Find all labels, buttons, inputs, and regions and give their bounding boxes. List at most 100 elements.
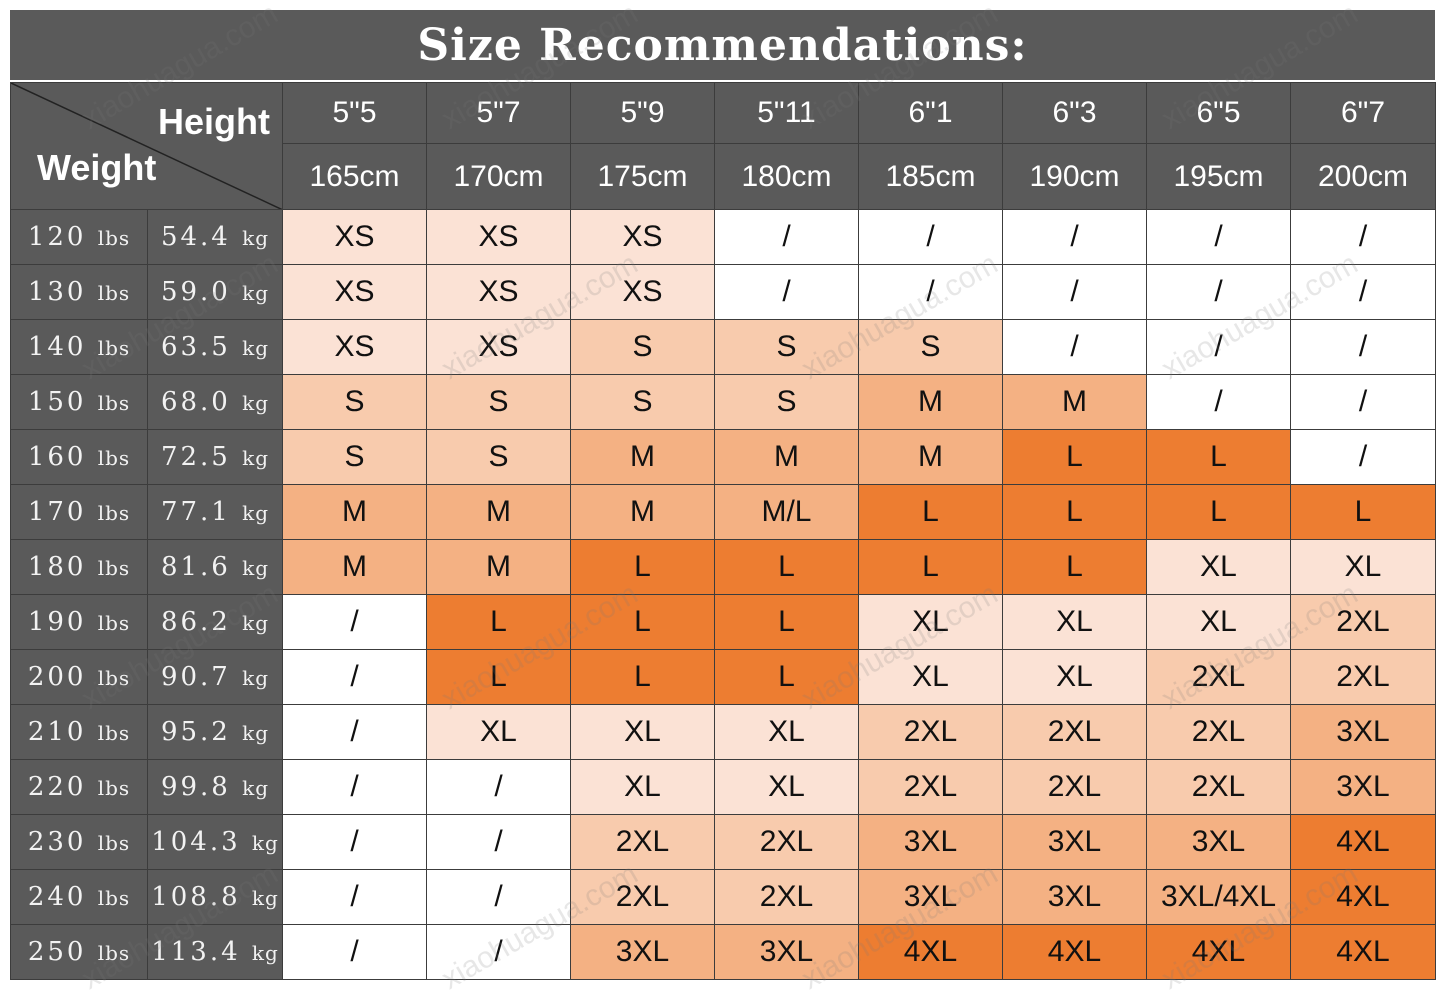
weight-lbs-cell: 220 lbs: [10, 759, 148, 815]
size-cell: XS: [426, 319, 571, 375]
size-cell: M: [282, 539, 427, 595]
kg-unit: kg: [242, 391, 270, 415]
size-cell: XL: [1002, 649, 1147, 705]
weight-lbs-value: 120: [27, 222, 87, 252]
weight-kg-value: 95.2: [160, 717, 231, 747]
size-cell: 2XL: [570, 869, 715, 925]
weight-lbs-value: 190: [27, 607, 87, 637]
weight-lbs-cell: 150 lbs: [10, 374, 148, 430]
weight-kg-value: 54.4: [160, 222, 231, 252]
weight-kg-value: 86.2: [160, 607, 231, 637]
weight-kg-value: 99.8: [160, 772, 231, 802]
weight-kg-cell: 113.4 kg: [147, 924, 283, 980]
size-cell: L: [570, 594, 715, 650]
size-cell: 4XL: [1290, 924, 1436, 980]
weight-kg-cell: 108.8 kg: [147, 869, 283, 925]
size-cell: 3XL: [714, 924, 859, 980]
size-cell: XS: [570, 209, 715, 265]
lbs-unit: lbs: [97, 391, 131, 415]
lbs-unit: lbs: [97, 501, 131, 525]
size-cell: L: [1002, 484, 1147, 540]
height-cm-header: 180cm: [714, 143, 859, 210]
size-cell: /: [1290, 319, 1436, 375]
size-cell: /: [282, 649, 427, 705]
weight-kg-cell: 77.1 kg: [147, 484, 283, 540]
lbs-unit: lbs: [97, 721, 131, 745]
weight-kg-value: 81.6: [160, 552, 231, 582]
weight-kg-cell: 72.5 kg: [147, 429, 283, 485]
size-cell: /: [1146, 209, 1291, 265]
size-cell: S: [714, 374, 859, 430]
size-cell: /: [858, 209, 1003, 265]
size-cell: S: [282, 429, 427, 485]
size-cell: XS: [282, 264, 427, 320]
height-ft-header: 6"1: [858, 82, 1003, 144]
weight-lbs-value: 150: [27, 387, 87, 417]
size-cell: /: [282, 594, 427, 650]
weight-kg-value: 113.4: [151, 937, 241, 967]
size-cell: 3XL/4XL: [1146, 869, 1291, 925]
size-cell: /: [1002, 209, 1147, 265]
size-cell: XL: [1146, 539, 1291, 595]
height-ft-header: 6"3: [1002, 82, 1147, 144]
size-cell: 3XL: [1290, 759, 1436, 815]
size-cell: L: [1290, 484, 1436, 540]
size-cell: 3XL: [858, 814, 1003, 870]
weight-row: 180 lbs 81.6 kg M M L L L L XL XL: [10, 539, 1436, 595]
kg-unit: kg: [242, 501, 270, 525]
weight-lbs-cell: 140 lbs: [10, 319, 148, 375]
weight-lbs-value: 180: [27, 552, 87, 582]
size-cell: XS: [426, 264, 571, 320]
size-cell: 3XL: [1002, 814, 1147, 870]
size-cell: M: [714, 429, 859, 485]
size-cell: XL: [570, 759, 715, 815]
size-cell: /: [426, 869, 571, 925]
weight-lbs-cell: 170 lbs: [10, 484, 148, 540]
lbs-unit: lbs: [97, 666, 131, 690]
weight-row: 140 lbs 63.5 kg XS XS S S S / / /: [10, 319, 1436, 375]
kg-unit: kg: [242, 336, 270, 360]
height-cm-header: 190cm: [1002, 143, 1147, 210]
size-cell: /: [1290, 264, 1436, 320]
height-ft-header: 5"9: [570, 82, 715, 144]
height-cm-header: 195cm: [1146, 143, 1291, 210]
size-cell: 2XL: [1290, 649, 1436, 705]
size-cell: 2XL: [1146, 759, 1291, 815]
height-ft-header: 6"7: [1290, 82, 1436, 144]
size-cell: /: [1146, 319, 1291, 375]
size-cell: S: [570, 319, 715, 375]
weight-kg-cell: 54.4 kg: [147, 209, 283, 265]
size-cell: XS: [426, 209, 571, 265]
corner-diagonal: [11, 83, 282, 209]
size-cell: 4XL: [1146, 924, 1291, 980]
size-cell: /: [1146, 374, 1291, 430]
weight-lbs-value: 160: [27, 442, 87, 472]
kg-unit: kg: [242, 556, 270, 580]
size-cell: M/L: [714, 484, 859, 540]
height-label: Height: [158, 101, 270, 142]
size-cell: 2XL: [1002, 759, 1147, 815]
weight-row: 170 lbs 77.1 kg M M M M/L L L L L: [10, 484, 1436, 540]
weight-kg-cell: 81.6 kg: [147, 539, 283, 595]
weight-lbs-cell: 200 lbs: [10, 649, 148, 705]
size-cell: 2XL: [1290, 594, 1436, 650]
weight-row: 130 lbs 59.0 kg XS XS XS / / / / /: [10, 264, 1436, 320]
weight-lbs-value: 130: [27, 277, 87, 307]
size-cell: 4XL: [1002, 924, 1147, 980]
size-cell: /: [282, 924, 427, 980]
size-cell: 3XL: [858, 869, 1003, 925]
size-cell: M: [858, 429, 1003, 485]
size-cell: 2XL: [1146, 704, 1291, 760]
corner-header: Height Weight: [10, 82, 283, 210]
size-cell: XL: [570, 704, 715, 760]
size-cell: /: [714, 264, 859, 320]
size-cell: 2XL: [570, 814, 715, 870]
weight-lbs-cell: 190 lbs: [10, 594, 148, 650]
kg-unit: kg: [251, 941, 279, 965]
size-cell: M: [282, 484, 427, 540]
kg-unit: kg: [242, 611, 270, 635]
lbs-unit: lbs: [97, 226, 131, 250]
weight-row: 190 lbs 86.2 kg / L L L XL XL XL 2XL: [10, 594, 1436, 650]
weight-lbs-cell: 230 lbs: [10, 814, 148, 870]
weight-lbs-value: 170: [27, 497, 87, 527]
